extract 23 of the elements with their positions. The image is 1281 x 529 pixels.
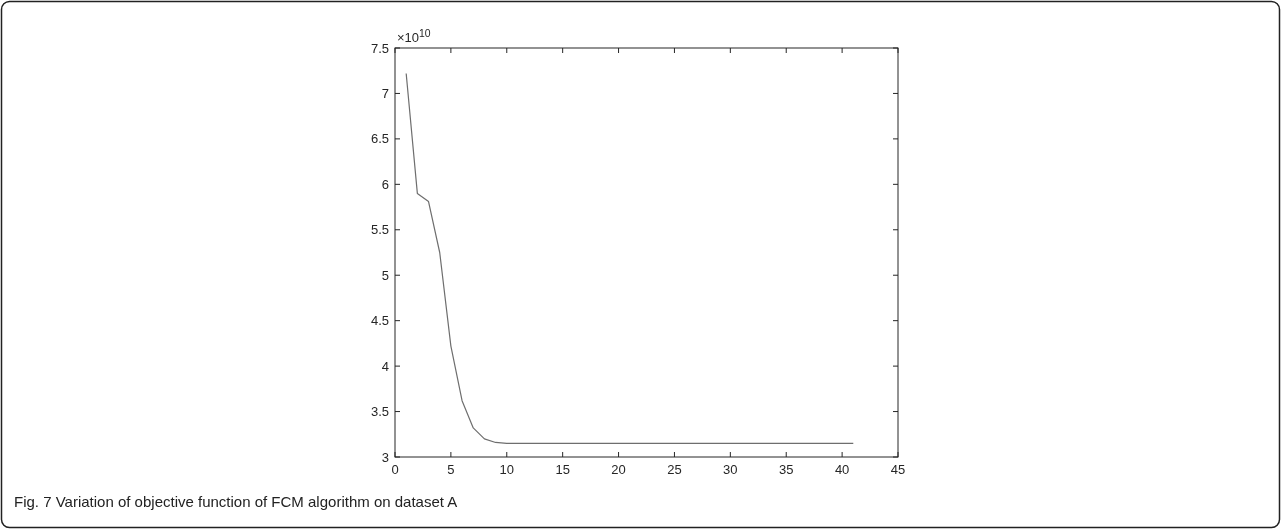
y-tick-label: 3 [381,449,389,465]
y-tick-label: 6 [381,176,389,192]
x-tick-label: 40 [834,462,850,477]
y-tick-label: 5 [381,267,389,283]
y-tick-label: 4 [381,358,389,374]
x-tick-label: 20 [611,462,626,477]
x-tick-label: 15 [555,462,570,477]
x-tick-label: 30 [723,462,738,477]
x-tick-label: 35 [778,462,794,477]
y-tick-label: 4.5 [370,313,389,329]
y-tick-label: 7 [381,85,389,101]
caption: Fig. 7 Variation of objective function of FCM algorithm on dataset A [14,493,458,510]
text: ×10$^{10}$ [397,27,431,45]
x-tick-label: 25 [667,462,682,477]
y-tick-label: 5.5 [370,222,389,238]
line-series [405,72,854,444]
x-tick-label: 5 [447,462,455,477]
y-tick-label: 7.5 [370,40,389,56]
x-tick-label: 45 [890,462,906,477]
x-tick-label: 10 [499,462,515,477]
x-tick-label: 0 [391,462,399,477]
y-tick-label: 6.5 [370,131,389,147]
y-tick-label: 3.5 [370,404,389,420]
